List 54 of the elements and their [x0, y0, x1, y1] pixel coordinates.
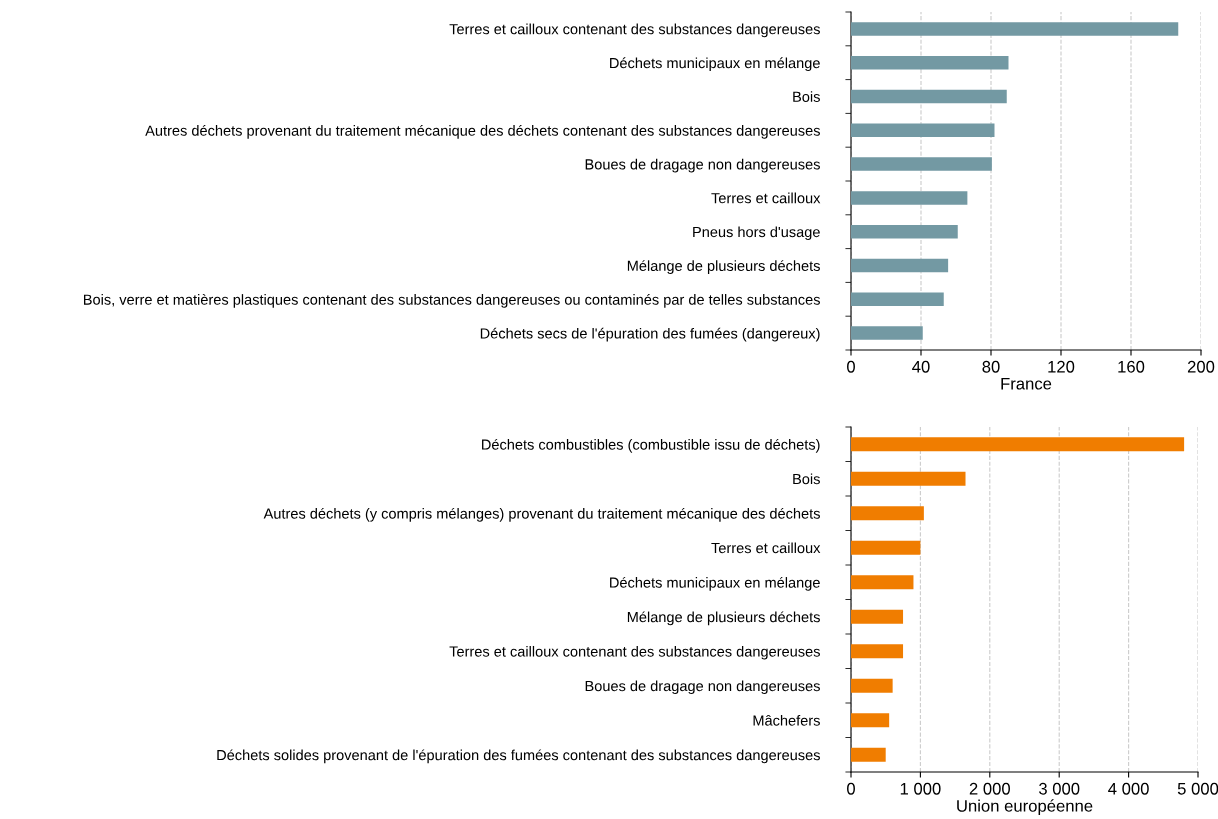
bar [851, 678, 893, 693]
x-tick-label: 80 [982, 360, 1000, 373]
y-tick-label: Boues de dragage non dangereuses [585, 680, 820, 695]
bar [851, 191, 968, 205]
x-tick-label: 2 000 [969, 782, 1010, 795]
y-tick-label: Déchets secs de l'épuration des fumées (dangereux) [480, 327, 820, 342]
bar [851, 22, 1179, 36]
bar [851, 89, 1007, 104]
bar [851, 157, 992, 171]
x-tick-label: 120 [1048, 360, 1075, 373]
x-tick-label: 40 [912, 360, 930, 373]
y-tick-label: Bois [793, 91, 820, 102]
y-tick-label: Terres et cailloux [711, 542, 821, 554]
y-tick-label: Déchets combustibles (combustible issu de déchets) [482, 438, 820, 453]
y-tick-label: Mélange de plusieurs déchets [627, 611, 820, 626]
y-tick-label: Autres déchets (y compris mélanges) provenant du traitement mécanique des déchets [263, 507, 820, 522]
bar [851, 437, 1185, 452]
y-tick-label: Bois [793, 473, 820, 485]
y-tick-label: Mélange de plusieurs déchets [627, 260, 820, 274]
bar [851, 575, 914, 590]
y-tick-label: Déchets municipaux en mélange [610, 57, 820, 72]
y-tick-label: Pneus hors d'usage [693, 226, 820, 241]
bar [851, 326, 923, 340]
y-tick-label: Bois, verre et matières plastiques contenant des substances dangereuses ou contaminés par de telles substances [84, 293, 820, 308]
y-tick-label: Terres et cailloux [711, 192, 821, 204]
x-axis-title: Union européenne [957, 799, 1093, 816]
y-tick-label: Autres déchets provenant du traitement mécanique des déchets contenant des substances dangereuses [145, 124, 820, 139]
bar [851, 292, 944, 307]
bar [851, 747, 886, 762]
bar [851, 123, 995, 138]
y-tick-label: Boues de dragage non dangereuses [585, 158, 820, 173]
y-tick-label: Terres et cailloux contenant des substances dangereuses [449, 23, 820, 38]
x-tick-label: 3 000 [1038, 782, 1080, 795]
y-tick-label: Déchets municipaux en mélange [610, 576, 820, 591]
bar [851, 609, 904, 624]
bar [851, 258, 949, 273]
y-tick-label: Déchets solides provenant de l'épuration des fumées contenant des substances dangereuses [217, 749, 820, 764]
x-tick-label: 200 [1187, 360, 1215, 373]
y-tick-label: Mâchefers [753, 714, 820, 726]
y-tick-label: Terres et cailloux contenant des substances dangereuses [449, 645, 820, 660]
x-tick-label: 5 000 [1177, 782, 1218, 795]
bar [851, 506, 924, 521]
x-tick-label: 1 000 [900, 782, 941, 795]
x-tick-label: 4 000 [1108, 782, 1149, 795]
x-tick-label: 0 [847, 360, 855, 373]
bar [851, 224, 958, 239]
x-tick-label: 0 [847, 782, 855, 795]
bar [851, 55, 1009, 70]
bar [851, 540, 921, 555]
bar [851, 644, 904, 659]
x-tick-label: 160 [1118, 360, 1145, 373]
bar [851, 713, 890, 728]
x-axis-title: France [1001, 377, 1052, 390]
bar [851, 471, 966, 486]
